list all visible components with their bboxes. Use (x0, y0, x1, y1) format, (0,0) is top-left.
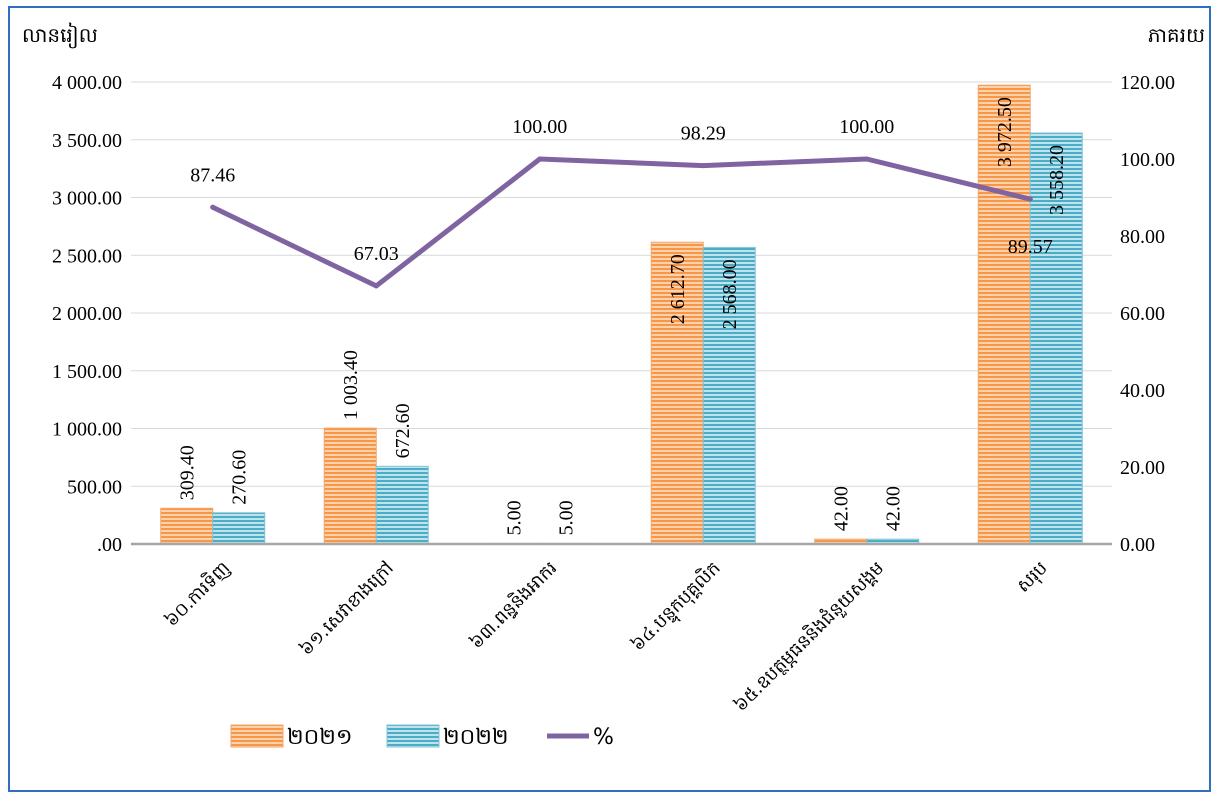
y-tick-label: 4 000.00 (52, 72, 122, 94)
bar-2021 (977, 84, 1031, 545)
legend-swatch (230, 724, 284, 748)
legend-label: ២០២១ (287, 725, 353, 750)
percent-point (864, 156, 870, 162)
combo-chart: .00 500.00 1 000.00 1 500.00 2 000.00 2 500.0… (22, 22, 1205, 750)
x-tick-label: ៦៥.ឧបត្ថម្ភធននិងជំនួយសង្គម (729, 556, 889, 716)
bar-data-label: 672.60 (392, 403, 414, 458)
bar-data-label: 2 568.00 (719, 259, 741, 329)
bar-2022 (375, 465, 429, 545)
y-tick-label: .00 (97, 534, 122, 556)
bar-data-label: 5.00 (556, 500, 578, 535)
y-tick-label: 1 000.00 (52, 419, 122, 441)
percent-data-label: 100.00 (512, 116, 567, 138)
y-tick-label: 1 500.00 (52, 361, 122, 383)
y-tick-label: 2 500.00 (52, 245, 122, 267)
legend-label: % (593, 725, 614, 750)
bar-data-label: 5.00 (504, 500, 526, 535)
percent-point (1027, 196, 1033, 202)
bar-2022 (702, 246, 756, 545)
bar-data-label: 42.00 (831, 486, 853, 531)
bar-2022 (1029, 132, 1083, 545)
bar-data-label: 309.40 (177, 445, 199, 500)
y2-tick-label: 100.00 (1120, 149, 1175, 171)
x-tick-label: ៦១.សេវាខាងក្រៅ (296, 558, 398, 660)
percent-point (373, 283, 379, 289)
y2-tick-label: 60.00 (1120, 303, 1165, 325)
bar-data-label: 3 972.50 (994, 97, 1016, 167)
y2-tick-label: 20.00 (1120, 457, 1165, 479)
y2-tick-label: 80.00 (1120, 226, 1165, 248)
y-tick-label: 2 000.00 (52, 303, 122, 325)
bar-2021 (160, 507, 214, 545)
percent-point (700, 163, 706, 169)
y2-tick-label: 0.00 (1120, 534, 1155, 556)
percent-line (210, 156, 1033, 289)
x-tick-label: ៦០.ការទិញ (160, 556, 235, 631)
bar-2021 (323, 427, 377, 545)
legend: ២០២១ ២០២២% (230, 724, 614, 750)
percent-data-label: 100.00 (839, 116, 894, 138)
percent-data-label: 89.57 (1008, 236, 1053, 258)
chart-frame: .00 500.00 1 000.00 1 500.00 2 000.00 2 500.0… (8, 6, 1211, 792)
y-tick-label: 3 000.00 (52, 188, 122, 210)
percent-data-label: 67.03 (354, 243, 399, 265)
bar-2022 (212, 512, 266, 545)
bar-data-label: 3 558.20 (1046, 145, 1068, 215)
bar-data-label: 2 612.70 (667, 254, 689, 324)
x-tick-label: សរុប (1013, 558, 1053, 598)
legend-label: ២០២២ (443, 725, 509, 750)
x-tick-label: ៦៤.បន្ទុកបុគ្គលិក (626, 556, 727, 657)
bar-2021 (650, 241, 704, 545)
percent-data-label: 98.29 (681, 123, 726, 145)
y2-tick-label: 40.00 (1120, 380, 1165, 402)
y-tick-label: 3 500.00 (52, 130, 122, 152)
y-axis-title: លានរៀល (22, 22, 98, 49)
legend-swatch (386, 724, 440, 748)
percent-point (210, 204, 216, 210)
y-tick-label: 500.00 (67, 476, 122, 498)
y2-tick-label: 120.00 (1120, 72, 1175, 94)
x-tick-label: ៦៣.ពន្ធនិងអាករ (465, 556, 562, 653)
percent-point (537, 156, 543, 162)
bar-data-label: 1 003.40 (340, 350, 362, 420)
bar-data-label: 42.00 (883, 486, 905, 531)
percent-data-label: 87.46 (190, 164, 235, 186)
bar-data-label: 270.60 (229, 450, 251, 505)
y2-axis-title: ភាគរយ (1148, 23, 1205, 47)
